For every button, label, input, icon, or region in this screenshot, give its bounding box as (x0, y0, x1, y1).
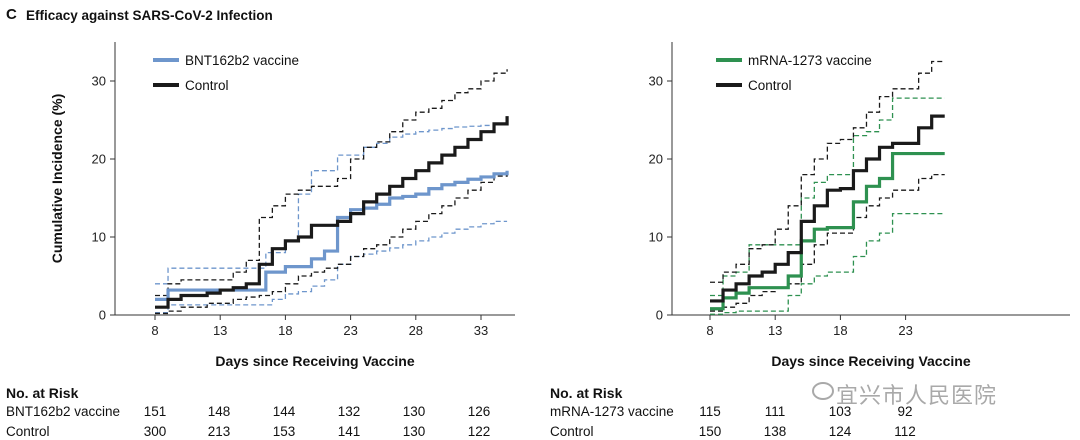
x-tick-label: 18 (278, 323, 292, 338)
risk-value: 151 (144, 404, 167, 419)
y-tick-label: 30 (92, 74, 106, 89)
x-axis-label: Days since Receiving Vaccine (771, 353, 970, 369)
risk-value: 153 (273, 424, 296, 439)
x-tick-label: 18 (833, 323, 847, 338)
chart-panel-bnt162b2: 0 10 20 30 8 13 18 23 28 33 Days since Receiving V… (6, 42, 515, 439)
risk-value: 144 (273, 404, 296, 419)
risk-row-label: BNT162b2 vaccine (6, 404, 120, 419)
x-tick-label: 8 (151, 323, 158, 338)
bnt162b2-ci-line (155, 220, 508, 314)
y-tick-label: 20 (649, 152, 663, 167)
legend-label: BNT162b2 vaccine (185, 53, 299, 68)
risk-value: 115 (699, 404, 721, 419)
risk-value: 150 (699, 424, 722, 439)
x-tick-label: 13 (213, 323, 227, 338)
control-ci-line (710, 173, 945, 312)
x-tick-label: 8 (706, 323, 713, 338)
risk-value: 126 (468, 404, 491, 419)
x-tick-label: 13 (768, 323, 782, 338)
wechat-icon (812, 382, 834, 400)
mrna1273-ci-line (710, 212, 945, 315)
y-tick-label: 10 (92, 230, 106, 245)
risk-value: 300 (144, 424, 167, 439)
control-series-line (710, 114, 945, 303)
chart-panel-mrna1273: 0 10 20 30 8 13 18 23 Days since Receiving Vacci… (550, 42, 1070, 439)
risk-row-label: Control (550, 424, 594, 439)
risk-value: 112 (894, 424, 916, 439)
risk-value: 148 (208, 404, 231, 419)
risk-value: 92 (897, 404, 912, 419)
legend-label: Control (185, 78, 229, 93)
x-tick-label: 33 (474, 323, 488, 338)
legend-label: Control (748, 78, 792, 93)
risk-row-label: mRNA-1273 vaccine (550, 404, 674, 419)
y-tick-label: 0 (656, 308, 663, 323)
risk-table-title: No. at Risk (550, 385, 623, 401)
y-axis-label: Cumulative Incidence (%) (49, 94, 65, 264)
risk-row-label: Control (6, 424, 50, 439)
y-tick-label: 0 (99, 308, 106, 323)
mrna1273-ci-line (710, 97, 945, 297)
watermark-text: 宜兴市人民医院 (836, 383, 998, 408)
x-tick-label: 23 (343, 323, 357, 338)
risk-value: 103 (829, 404, 852, 419)
control-ci-line (155, 170, 508, 315)
y-tick-label: 10 (649, 230, 663, 245)
risk-value: 122 (468, 424, 491, 439)
y-tick-label: 20 (92, 152, 106, 167)
bnt162b2-series-line (155, 170, 509, 301)
control-ci-line (710, 60, 945, 283)
risk-value: 138 (764, 424, 787, 439)
y-tick-label: 30 (649, 74, 663, 89)
x-tick-label: 23 (898, 323, 912, 338)
risk-value: 213 (208, 424, 231, 439)
control-series-line (155, 116, 509, 309)
control-ci-line (155, 69, 508, 297)
x-axis-label: Days since Receiving Vaccine (215, 353, 414, 369)
x-tick-label: 28 (409, 323, 423, 338)
risk-value: 132 (338, 404, 361, 419)
risk-value: 130 (403, 404, 426, 419)
risk-table-title: No. at Risk (6, 385, 79, 401)
mrna1273-series-line (710, 151, 945, 311)
risk-value: 124 (829, 424, 852, 439)
panel-letter: C (6, 6, 17, 23)
risk-value: 141 (338, 424, 361, 439)
legend-label: mRNA-1273 vaccine (748, 53, 872, 68)
panel-title: Efficacy against SARS-CoV-2 Infection (26, 8, 273, 23)
risk-value: 130 (403, 424, 426, 439)
risk-value: 111 (765, 404, 786, 419)
